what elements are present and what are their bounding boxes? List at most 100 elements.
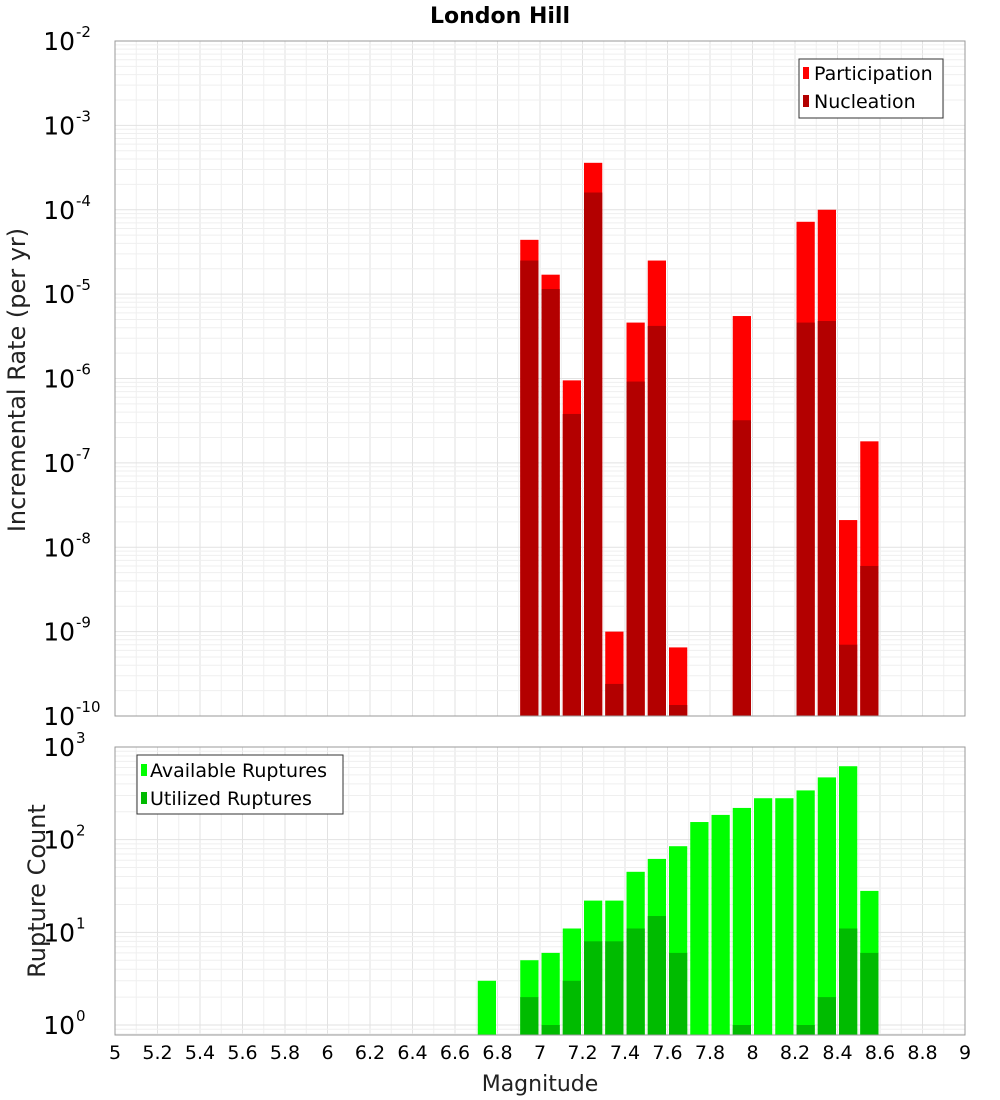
top-y-tick-exponent: -5 <box>76 276 91 294</box>
x-tick-label: 5 <box>109 1042 121 1064</box>
bottom-y-axis-label: Rupture Count <box>23 804 51 978</box>
bottom-bar-utilized-ruptures <box>605 941 624 1035</box>
bottom-y-tick-label: 10 <box>43 1011 75 1040</box>
x-tick-label: 8.2 <box>780 1042 810 1064</box>
bottom-bar-utilized-ruptures <box>732 1025 751 1035</box>
available-legend-label: Available Ruptures <box>150 760 327 782</box>
bottom-y-tick-label: 10 <box>43 826 75 855</box>
top-bar-nucleation <box>796 322 815 716</box>
bottom-bar-available-ruptures <box>817 777 836 1035</box>
x-tick-label: 6.6 <box>440 1042 470 1064</box>
chart-title: London Hill <box>430 4 570 29</box>
top-y-tick-exponent: -4 <box>76 192 91 210</box>
top-y-tick-label: 10 <box>43 27 75 56</box>
bottom-y-tick-exponent: 1 <box>76 914 86 932</box>
top-bar-nucleation <box>584 192 603 717</box>
top-bar-nucleation <box>669 705 688 716</box>
x-tick-label: 7.6 <box>652 1042 682 1064</box>
nucleation-legend-label: Nucleation <box>814 91 916 113</box>
top-bar-nucleation <box>860 565 879 716</box>
top-y-tick-label: 10 <box>43 449 75 478</box>
x-tick-label: 8.6 <box>865 1042 895 1064</box>
x-tick-label: 6.4 <box>397 1042 427 1064</box>
bottom-bars <box>477 766 879 1035</box>
x-tick-label: 7 <box>534 1042 546 1064</box>
top-bar-nucleation <box>647 325 666 716</box>
bottom-y-tick-label: 10 <box>43 918 75 947</box>
bottom-plot-frame <box>114 746 966 1036</box>
top-bar-nucleation <box>520 260 539 716</box>
top-bar-nucleation <box>605 683 624 716</box>
bottom-bar-available-ruptures <box>477 980 496 1035</box>
top-legend: Participation Nucleation <box>798 58 944 119</box>
bottom-y-tick-exponent: 2 <box>76 822 86 840</box>
top-y-tick-label: 10 <box>43 365 75 394</box>
x-tick-label: 5.8 <box>270 1042 300 1064</box>
bottom-legend-box <box>136 754 344 815</box>
top-grid <box>114 40 966 717</box>
x-tick-label: 5.4 <box>185 1042 215 1064</box>
bottom-bar-utilized-ruptures <box>541 1025 560 1035</box>
bottom-bar-available-ruptures <box>796 790 815 1035</box>
bottom-bar-utilized-ruptures <box>860 952 879 1035</box>
x-tick-label: 6 <box>321 1042 333 1064</box>
bottom-bar-utilized-ruptures <box>584 941 603 1035</box>
bottom-y-tick-label: 10 <box>43 733 75 762</box>
top-bar-nucleation <box>817 321 836 716</box>
bottom-bar-available-ruptures <box>732 807 751 1035</box>
bottom-y-tick-exponent: 3 <box>76 729 86 747</box>
top-y-tick-exponent: -6 <box>76 361 91 379</box>
top-y-tick-label: 10 <box>43 280 75 309</box>
top-y-axis-label: Incremental Rate (per yr) <box>3 228 31 532</box>
x-tick-label: 7.4 <box>610 1042 640 1064</box>
top-y-tick-exponent: -10 <box>76 698 101 716</box>
bottom-bar-available-ruptures <box>754 798 773 1035</box>
top-y-tick-label: 10 <box>43 702 75 731</box>
participation-legend-label: Participation <box>814 63 933 85</box>
bottom-bar-utilized-ruptures <box>817 997 836 1035</box>
top-bar-nucleation <box>562 413 581 716</box>
top-y-tick-exponent: -8 <box>76 529 91 547</box>
top-bar-nucleation <box>626 381 645 716</box>
top-bar-participation <box>669 647 688 716</box>
bottom-legend: Available Ruptures Utilized Ruptures <box>136 754 344 815</box>
x-tick-label: 6.2 <box>355 1042 385 1064</box>
top-y-tick-exponent: -7 <box>76 445 91 463</box>
top-y-tick-label: 10 <box>43 111 75 140</box>
x-axis-ticks: 5 5.2 5.4 5.6 5.8 6 6.2 6.4 6.6 6.8 7 7.2 7.4 7.6 7.8 8… <box>109 1042 971 1064</box>
bottom-bar-available-ruptures <box>711 814 730 1035</box>
nucleation-swatch <box>803 95 809 107</box>
top-bar-nucleation <box>732 420 751 716</box>
utilized-legend-label: Utilized Ruptures <box>150 788 312 810</box>
top-y-tick-exponent: -3 <box>76 107 91 125</box>
bottom-bar-available-ruptures <box>775 798 794 1035</box>
bottom-bar-utilized-ruptures <box>839 928 858 1035</box>
x-tick-label: 8.4 <box>822 1042 852 1064</box>
x-tick-label: 8.8 <box>907 1042 937 1064</box>
top-y-tick-label: 10 <box>43 533 75 562</box>
top-y-tick-exponent: -9 <box>76 614 91 632</box>
bottom-y-tick-exponent: 0 <box>76 1007 86 1025</box>
bottom-bar-utilized-ruptures <box>562 980 581 1035</box>
bottom-bar-utilized-ruptures <box>796 1025 815 1035</box>
available-swatch <box>141 764 147 776</box>
top-bar-nucleation <box>839 644 858 716</box>
x-tick-label: 7.8 <box>695 1042 725 1064</box>
top-bars <box>520 162 879 717</box>
x-tick-label: 8 <box>746 1042 758 1064</box>
x-tick-label: 5.6 <box>227 1042 257 1064</box>
x-axis-label: Magnitude <box>482 1072 599 1097</box>
bottom-bar-utilized-ruptures <box>647 916 666 1035</box>
top-y-tick-label: 10 <box>43 618 75 647</box>
top-legend-box <box>798 58 944 119</box>
top-y-tick-exponent: -2 <box>76 23 91 41</box>
x-tick-label: 6.8 <box>482 1042 512 1064</box>
top-plot-frame <box>114 40 966 717</box>
bottom-bar-available-ruptures <box>541 952 560 1035</box>
bottom-bar-utilized-ruptures <box>520 997 539 1035</box>
bottom-bar-utilized-ruptures <box>626 928 645 1035</box>
x-tick-label: 5.2 <box>142 1042 172 1064</box>
